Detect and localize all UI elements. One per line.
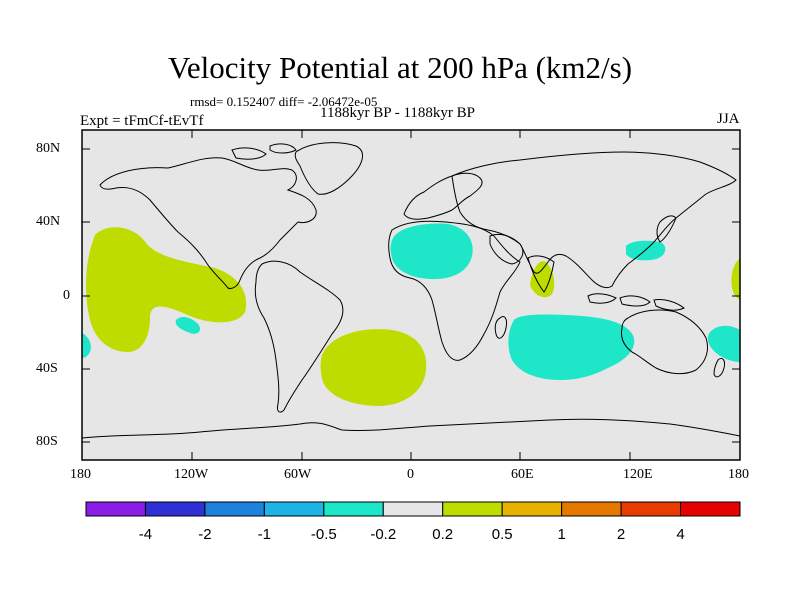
coastline-greenland — [294, 142, 364, 195]
colorbar-label-0: -4 — [139, 526, 152, 543]
colorbar-box-10 — [680, 501, 741, 517]
colorbar-box-4 — [323, 501, 384, 517]
coastlines — [81, 142, 741, 439]
colorbar-box-8 — [561, 501, 622, 517]
anomaly-negative-east-asia — [626, 240, 666, 261]
coastline-antarctica — [81, 418, 741, 439]
lat-tick-80s: 80S — [36, 434, 58, 449]
coastline-australia — [621, 309, 709, 375]
coastline-asia — [451, 151, 737, 289]
anomaly-positive-pacific-north — [85, 227, 247, 352]
coastline-arctic-islands — [231, 143, 297, 160]
lat-tick-40s: 40S — [36, 361, 58, 376]
colorbar-label-1: -2 — [198, 526, 211, 543]
coastline-new-zealand — [713, 357, 725, 378]
anomaly-negative-west-edge — [82, 333, 91, 358]
colorbar-label-7: 1 — [557, 526, 565, 543]
colorbar — [85, 501, 741, 517]
anomaly-positive-dateline-east — [731, 258, 740, 300]
colorbar-label-5: 0.2 — [432, 526, 453, 543]
lat-tick-80n: 80N — [36, 141, 61, 156]
lon-tick-180w: 180 — [70, 467, 91, 482]
lon-tick-60w: 60W — [284, 467, 312, 482]
stats-line: rmsd= 0.152407 diff= -2.06472e-05 — [190, 94, 378, 109]
colorbar-label-8: 2 — [617, 526, 625, 543]
colorbar-box-1 — [144, 501, 206, 517]
coastline-madagascar — [494, 315, 507, 339]
season-label: JJA — [717, 111, 740, 127]
period-label: 1188kyr BP - 1188kyr BP — [320, 105, 476, 121]
coastline-africa — [388, 220, 521, 361]
lat-tick-0: 0 — [63, 288, 70, 303]
lon-tick-60e: 60E — [511, 467, 534, 482]
lon-tick-0: 0 — [407, 467, 414, 482]
map-title: Velocity Potential at 200 hPa (km2/s) — [167, 50, 633, 85]
coastline-india — [527, 255, 555, 293]
experiment-label: Expt = tFmCf-tEvTf — [80, 113, 204, 129]
anomaly-negative-north-africa — [390, 223, 473, 280]
anomaly-positive-south-atlantic — [320, 329, 427, 406]
colorbar-box-6 — [442, 501, 503, 517]
lon-tick-120e: 120E — [623, 467, 653, 482]
anomaly-positive-india — [530, 261, 555, 298]
colorbar-label-4: -0.2 — [370, 526, 396, 543]
coastline-south-america — [254, 260, 344, 413]
colorbar-label-6: 0.5 — [492, 526, 513, 543]
colorbar-box-3 — [263, 501, 325, 517]
lon-tick-180e: 180 — [728, 467, 749, 482]
lat-ticks — [82, 148, 740, 443]
lon-tick-120w: 120W — [174, 467, 209, 482]
lat-tick-40n: 40N — [36, 214, 61, 229]
coastline-north-america — [99, 157, 317, 289]
colorbar-label-3: -0.5 — [311, 526, 337, 543]
colorbar-box-9 — [620, 501, 682, 517]
anomaly-negative-indian-ocean — [508, 314, 635, 380]
anomaly-negative-east-pacific — [175, 317, 201, 334]
lon-ticks — [81, 130, 741, 460]
coastline-japan — [656, 215, 677, 243]
colorbar-box-0 — [85, 501, 146, 517]
colorbar-label-2: -1 — [258, 526, 271, 543]
coastline-europe — [403, 172, 483, 220]
colorbar-labels: -4 -2 -1 -0.5 -0.2 0.2 0.5 1 2 4 — [139, 526, 685, 543]
anomaly-negative-australia-east — [707, 325, 740, 362]
colorbar-box-5 — [382, 501, 444, 517]
colorbar-box-7 — [501, 501, 563, 517]
coastline-indonesia — [587, 293, 685, 311]
colorbar-box-2 — [204, 501, 265, 517]
colorbar-label-9: 4 — [676, 526, 684, 543]
